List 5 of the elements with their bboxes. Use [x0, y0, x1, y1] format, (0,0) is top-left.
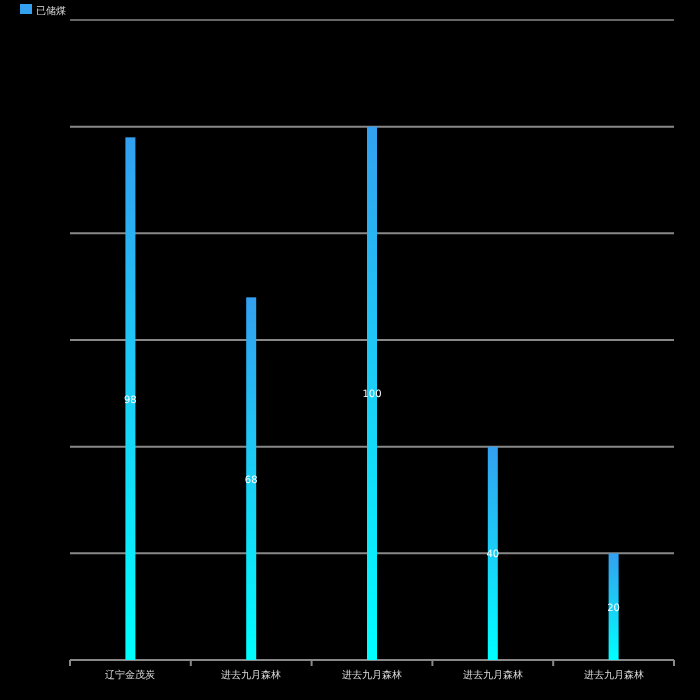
- bar: [367, 126, 377, 660]
- bar: [246, 297, 257, 660]
- bar: [125, 137, 136, 660]
- bar: [487, 446, 498, 660]
- bar: [608, 553, 619, 660]
